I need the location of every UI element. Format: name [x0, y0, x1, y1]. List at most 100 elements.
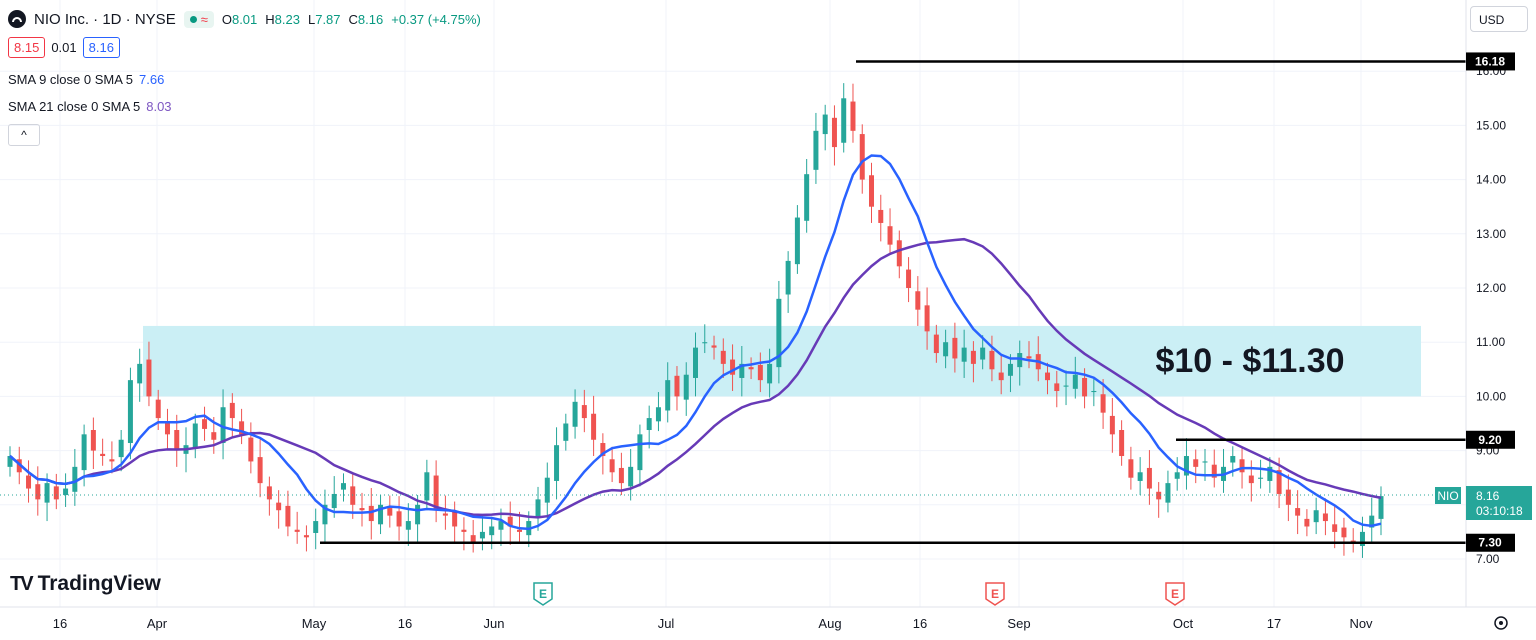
candle-body — [248, 437, 254, 462]
time-tick-label: Jun — [484, 616, 505, 631]
candle — [822, 104, 828, 151]
candle — [646, 405, 652, 449]
candle — [591, 395, 597, 457]
candle-body — [952, 337, 958, 359]
candle-body — [7, 456, 13, 467]
candle — [572, 389, 578, 439]
candle — [554, 427, 560, 500]
time-tick-label: 16 — [53, 616, 67, 631]
candle — [776, 280, 782, 384]
svg-text:E: E — [991, 587, 999, 601]
time-axis: 16 Apr May 16 Jun Jul Aug 16 Sep Oct 17 Nov — [53, 616, 1373, 631]
candle-body — [757, 364, 763, 381]
candle-body — [285, 505, 291, 527]
earnings-marker-icon[interactable]: E — [985, 582, 1005, 606]
candle — [563, 413, 569, 451]
candle-body — [53, 486, 59, 500]
candle-body — [1202, 461, 1208, 463]
symbol-title[interactable]: NIO Inc. · 1D · NYSE — [34, 10, 176, 28]
candle-body — [350, 486, 356, 505]
candle-body — [507, 516, 513, 527]
candle-body — [674, 375, 680, 397]
candle — [711, 335, 717, 360]
candle — [424, 459, 430, 511]
buy-price-button[interactable]: 8.16 — [82, 37, 120, 58]
candle — [452, 501, 458, 543]
candle — [998, 354, 1004, 395]
collapse-indicators-button[interactable]: ^ — [8, 124, 40, 146]
candle — [1193, 449, 1199, 484]
status-dot-icon — [189, 15, 197, 23]
earnings-marker-icon[interactable]: E — [1165, 582, 1185, 606]
candle — [924, 287, 930, 350]
candle — [516, 511, 522, 542]
candle — [1091, 378, 1097, 407]
candle — [1054, 370, 1060, 408]
candle-body — [155, 399, 161, 419]
candle — [1211, 449, 1217, 488]
candle-body — [1165, 483, 1171, 503]
candle — [785, 251, 791, 313]
candle-body — [776, 298, 782, 368]
candle — [1165, 470, 1171, 513]
candle — [952, 322, 958, 373]
spread-value: 0.01 — [51, 40, 77, 55]
sell-price-button[interactable]: 8.15 — [8, 37, 46, 58]
candle-body — [563, 423, 569, 441]
indicator-sma21[interactable]: SMA 21 close 0 SMA 5 8.03 — [8, 99, 172, 114]
candle-body — [229, 402, 235, 419]
candle-body — [44, 483, 50, 503]
candle-body — [72, 466, 78, 492]
candle — [1017, 340, 1023, 386]
candle — [164, 408, 170, 449]
market-status[interactable]: ≈ — [183, 10, 214, 28]
candle-body — [646, 418, 652, 431]
candle — [1119, 420, 1125, 466]
candle-body — [137, 363, 143, 384]
candle — [100, 438, 106, 466]
quote-panel: 8.15 0.01 8.16 — [8, 37, 120, 58]
price-tick-label: 15.00 — [1476, 118, 1506, 132]
candle-body — [1378, 496, 1384, 519]
candle — [442, 495, 448, 530]
candle-body — [730, 359, 736, 375]
candle-body — [878, 209, 884, 223]
candle-body — [211, 432, 217, 440]
currency-selector[interactable]: USD — [1470, 6, 1528, 32]
candle-body — [869, 175, 875, 207]
candle-body — [794, 217, 800, 265]
price-tick-label: 10.00 — [1476, 389, 1506, 403]
price-tick-label: 11.00 — [1476, 335, 1505, 349]
indicator-sma9[interactable]: SMA 9 close 0 SMA 5 7.66 — [8, 72, 165, 87]
candle — [702, 324, 708, 354]
candle — [378, 495, 384, 535]
candle — [1248, 460, 1254, 502]
candle — [794, 205, 800, 274]
candle — [257, 439, 263, 498]
candle-body — [127, 380, 133, 444]
candle-body — [452, 511, 458, 527]
level-tag-bg — [1466, 533, 1515, 552]
candle — [489, 516, 495, 550]
candle — [387, 495, 393, 528]
candle-body — [470, 535, 476, 543]
candle — [730, 344, 736, 391]
wave-icon: ≈ — [200, 11, 208, 27]
time-tick-label: Oct — [1173, 616, 1194, 631]
candle — [720, 338, 726, 378]
candle-body — [1007, 363, 1013, 376]
candle — [63, 473, 69, 507]
settings-gear-icon[interactable] — [1494, 616, 1508, 630]
candle-body — [498, 521, 504, 530]
candle — [294, 511, 300, 544]
earnings-marker-icon[interactable]: E — [533, 582, 553, 606]
price-tick-label: 13.00 — [1476, 227, 1506, 241]
candle — [35, 466, 41, 516]
candle — [878, 194, 884, 242]
candle — [1137, 457, 1143, 496]
sma-9-line — [9, 154, 1382, 531]
candle-body — [1119, 430, 1125, 457]
candle-body — [702, 342, 708, 344]
candle — [906, 257, 912, 303]
